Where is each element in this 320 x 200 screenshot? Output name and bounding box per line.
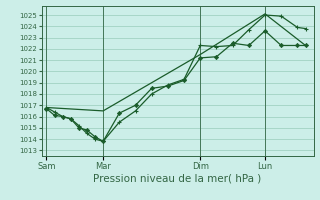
X-axis label: Pression niveau de la mer( hPa ): Pression niveau de la mer( hPa ) bbox=[93, 173, 262, 183]
